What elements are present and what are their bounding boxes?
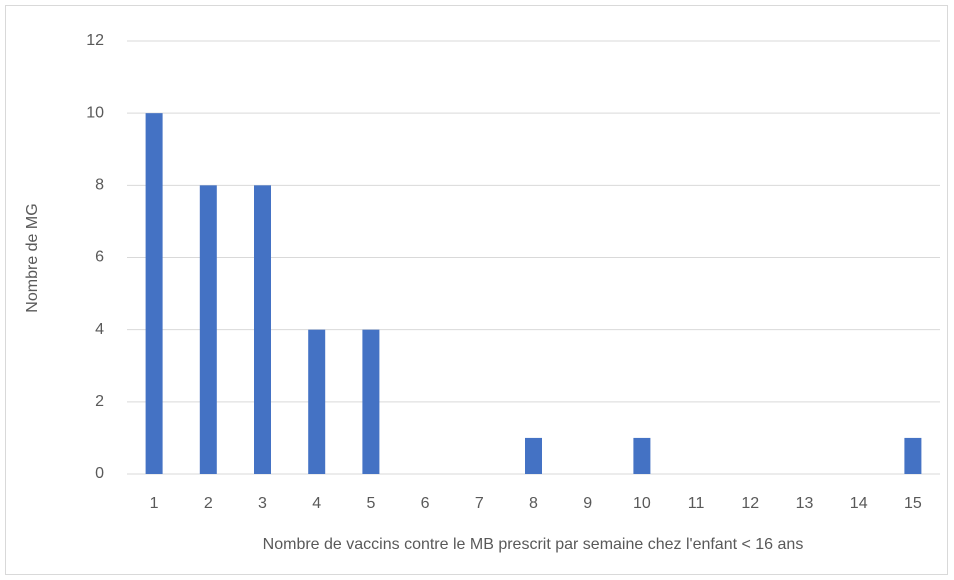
x-tick-label: 4	[312, 495, 321, 512]
y-tick-label: 6	[95, 249, 104, 266]
y-tick-label: 12	[86, 32, 104, 49]
bar	[254, 185, 271, 475]
bar	[308, 329, 326, 474]
y-tick-label: 4	[95, 321, 104, 338]
x-tick-label: 7	[475, 495, 484, 512]
y-tick-label: 2	[95, 393, 104, 410]
y-tick-label: 8	[95, 177, 104, 194]
x-tick-label: 9	[583, 495, 592, 512]
x-tick-label: 14	[850, 495, 868, 512]
x-axis-label: Nombre de vaccins contre le MB prescrit …	[263, 536, 804, 553]
bar	[199, 185, 217, 475]
y-tick-label: 0	[95, 465, 104, 482]
x-tick-label: 5	[366, 495, 375, 512]
x-tick-label: 15	[904, 495, 922, 512]
bar	[633, 437, 651, 474]
x-tick-label: 11	[688, 495, 705, 512]
bar	[904, 437, 922, 474]
x-tick-label: 6	[421, 495, 430, 512]
bar	[362, 329, 380, 474]
x-tick-label: 8	[529, 495, 538, 512]
bar	[525, 437, 542, 474]
bar	[145, 113, 163, 475]
x-tick-label: 3	[258, 495, 267, 512]
x-tick-label: 2	[204, 495, 213, 512]
x-tick-label: 13	[796, 495, 814, 512]
x-tick-label: 10	[633, 495, 651, 512]
x-tick-label: 12	[741, 495, 759, 512]
x-tick-label: 1	[150, 495, 159, 512]
y-axis-label: Nombre de MG	[24, 203, 41, 312]
y-tick-label: 10	[86, 104, 104, 121]
